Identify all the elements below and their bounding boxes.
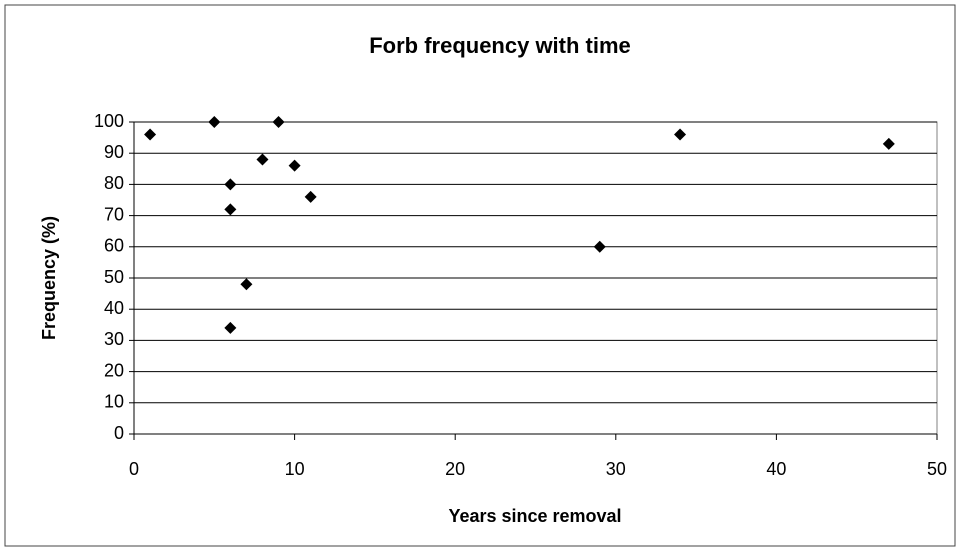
y-tick-label: 60 bbox=[104, 236, 124, 256]
y-tick-label: 70 bbox=[104, 204, 124, 224]
y-tick-label: 80 bbox=[104, 173, 124, 193]
marker bbox=[144, 128, 157, 141]
marker bbox=[304, 190, 317, 203]
marker bbox=[208, 116, 221, 128]
x-tick-label: 20 bbox=[445, 459, 465, 479]
marker bbox=[224, 203, 237, 216]
y-tick-label: 30 bbox=[104, 329, 124, 349]
x-axis-label: Years since removal bbox=[448, 506, 621, 526]
y-tick-label: 10 bbox=[104, 392, 124, 412]
y-tick-label: 100 bbox=[94, 111, 124, 131]
y-tick-label: 50 bbox=[104, 267, 124, 287]
y-tick-label: 0 bbox=[114, 423, 124, 443]
x-tick-label: 50 bbox=[927, 459, 947, 479]
marker bbox=[256, 153, 269, 166]
x-tick-label: 30 bbox=[606, 459, 626, 479]
x-tick-label: 40 bbox=[766, 459, 786, 479]
marker bbox=[272, 116, 285, 128]
x-tick-label: 0 bbox=[129, 459, 139, 479]
marker bbox=[674, 128, 687, 141]
y-tick-label: 20 bbox=[104, 360, 124, 380]
y-axis-label: Frequency (%) bbox=[39, 216, 59, 340]
y-tick-label: 90 bbox=[104, 142, 124, 162]
marker bbox=[240, 278, 253, 291]
marker bbox=[224, 321, 237, 334]
chart-title: Forb frequency with time bbox=[369, 33, 631, 58]
chart-frame bbox=[4, 4, 956, 547]
marker bbox=[593, 240, 606, 253]
marker bbox=[882, 137, 895, 150]
marker bbox=[288, 159, 301, 172]
x-tick-label: 10 bbox=[285, 459, 305, 479]
marker bbox=[224, 178, 237, 191]
y-tick-label: 40 bbox=[104, 298, 124, 318]
